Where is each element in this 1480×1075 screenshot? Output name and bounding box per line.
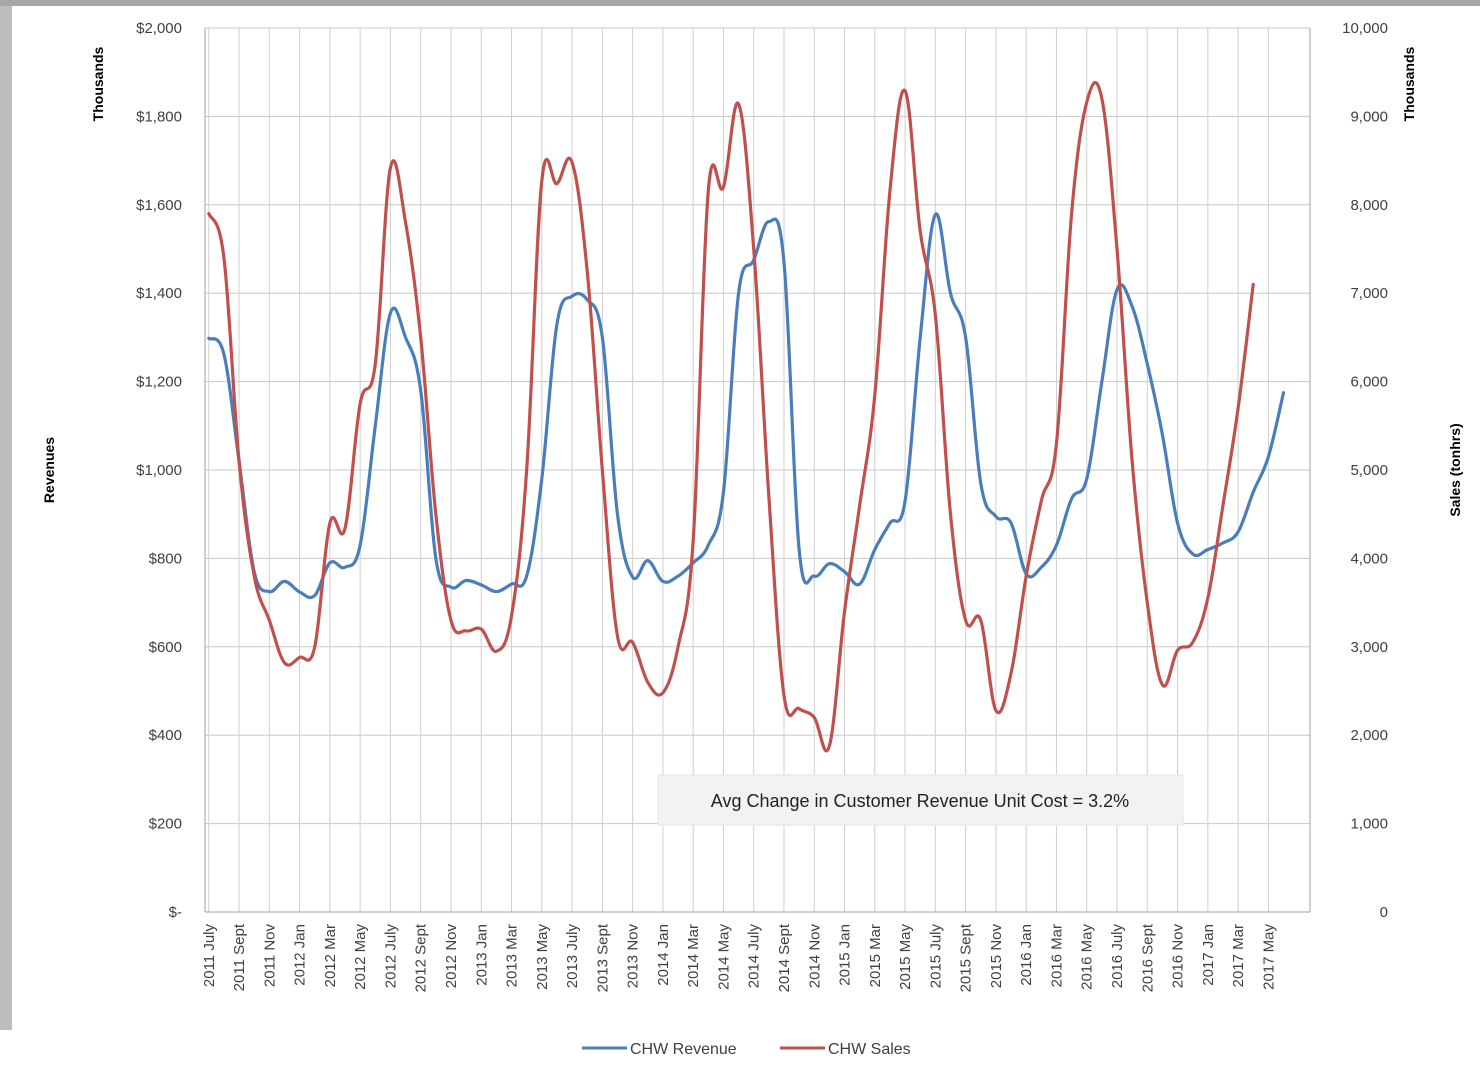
window-left-edge: [0, 6, 12, 1030]
x-axis-tick-label: 2012 Sept: [413, 923, 430, 992]
right-axis-tick-label: 6,000: [1350, 374, 1388, 391]
chw-sales-line: [207, 81, 1255, 753]
right-axis-tick-label: 7,000: [1350, 285, 1388, 302]
annotation-box: Avg Change in Customer Revenue Unit Cost…: [657, 774, 1184, 826]
x-axis-tick-label: 2011 Sept: [231, 923, 248, 991]
x-axis-tick-label: 2014 Jan: [655, 924, 672, 986]
left-axis-tick-label: $1,800: [136, 108, 182, 125]
right-axis-tick-labels: 0 1,000 2,000 3,000 4,000 5,000 6,000 7,000 8,00…: [1342, 20, 1388, 921]
gridlines: [205, 27, 1310, 913]
window-top-edge: [0, 0, 1480, 6]
x-axis-tick-label: 2013 July: [564, 924, 581, 989]
right-axis-tick-label: 5,000: [1350, 462, 1388, 479]
left-axis-unit-label: Thousands: [90, 46, 106, 121]
left-axis-tick-labels: $- $200 $400 $600 $800 $1,000 $1,200 $1,400 $1,6…: [136, 20, 182, 921]
right-axis-tick-label: 2,000: [1350, 727, 1388, 744]
x-axis-tick-label: 2014 July: [746, 924, 763, 989]
x-axis-tick-label: 2013 Nov: [625, 924, 642, 989]
right-axis-title: Sales (tonhrs): [1447, 423, 1463, 516]
x-axis-tick-label: 2016 Nov: [1170, 924, 1187, 989]
left-axis-tick-label: $-: [169, 904, 182, 921]
x-axis-tick-label: 2014 Mar: [685, 924, 702, 987]
left-axis-tick-label: $800: [149, 550, 182, 567]
x-axis-tick-label: 2013 May: [534, 924, 551, 990]
x-axis-tick-label: 2015 July: [927, 924, 944, 989]
chw-revenue-legend-label: CHW Revenue: [630, 1041, 737, 1058]
x-axis-tick-label: 2014 Sept: [776, 923, 793, 992]
x-axis-tick-label: 2017 Mar: [1230, 924, 1247, 987]
right-axis-tick-label: 9,000: [1350, 108, 1388, 125]
left-axis-tick-label: $1,200: [136, 374, 182, 391]
window-left-edge-lower: [0, 1030, 12, 1075]
x-axis-tick-label: 2016 Mar: [1048, 924, 1065, 987]
x-axis-tick-label: 2015 Jan: [837, 924, 854, 986]
x-axis-tick-label: 2012 Mar: [322, 924, 339, 987]
left-axis-tick-label: $200: [149, 816, 182, 833]
annotation-background: [657, 774, 1184, 826]
chw-sales-legend-label: CHW Sales: [828, 1041, 911, 1058]
right-axis-tick-label: 0: [1380, 904, 1388, 921]
x-axis-tick-label: 2016 May: [1079, 924, 1096, 990]
right-axis-unit-label: Thousands: [1401, 46, 1417, 121]
right-axis-tick-label: 10,000: [1342, 20, 1388, 37]
x-axis-tick-label: 2013 Sept: [594, 923, 611, 992]
annotation-text: Avg Change in Customer Revenue Unit Cost…: [711, 791, 1129, 811]
x-axis-tick-label: 2012 May: [352, 924, 369, 990]
left-axis-tick-label: $400: [149, 727, 182, 744]
x-axis-tick-label: 2013 Jan: [473, 924, 490, 986]
series-lines: [207, 81, 1286, 753]
x-axis-tick-label: 2012 July: [382, 924, 399, 989]
x-axis-tick-label: 2017 Jan: [1200, 924, 1217, 986]
right-axis-tick-label: 8,000: [1350, 197, 1388, 214]
x-axis-tick-label: 2017 May: [1260, 924, 1277, 990]
x-axis-tick-label: 2014 May: [715, 924, 732, 990]
x-axis-tick-label: 2013 Mar: [504, 924, 521, 987]
x-axis-tick-label: 2015 Nov: [988, 924, 1005, 989]
left-axis-tick-label: $1,000: [136, 462, 182, 479]
right-axis-tick-label: 4,000: [1350, 550, 1388, 567]
chw-revenue-line: [207, 212, 1286, 600]
left-axis-tick-label: $600: [149, 639, 182, 656]
x-axis-tick-label: 2012 Nov: [443, 924, 460, 989]
left-axis-tick-label: $1,600: [136, 197, 182, 214]
x-axis-tick-label: 2015 May: [897, 924, 914, 990]
x-axis-tick-label: 2016 July: [1109, 924, 1126, 989]
x-axis-tick-label: 2012 Jan: [292, 924, 309, 986]
x-axis-tick-label: 2011 Nov: [261, 924, 278, 988]
x-axis-tick-label: 2016 Jan: [1018, 924, 1035, 986]
x-axis-tick-label: 2016 Sept: [1139, 923, 1156, 992]
right-axis-tick-label: 1,000: [1350, 816, 1388, 833]
left-axis-title: Revenues: [41, 437, 57, 503]
x-axis-tick-label: 2015 Sept: [958, 923, 975, 992]
right-axis-tick-label: 3,000: [1350, 639, 1388, 656]
x-axis-tick-label: 2015 Mar: [867, 924, 884, 987]
x-axis-tick-label: 2011 July: [201, 924, 218, 988]
x-axis-tick-label: 2014 Nov: [806, 924, 823, 989]
left-axis-tick-label: $1,400: [136, 285, 182, 302]
axes: [204, 28, 1311, 913]
legend: CHW Revenue CHW Sales: [582, 1041, 911, 1058]
left-axis-tick-label: $2,000: [136, 20, 182, 37]
x-axis-tick-labels: 2011 July 2011 Sept 2011 Nov 2012 Jan 2012 M…: [201, 923, 1278, 992]
